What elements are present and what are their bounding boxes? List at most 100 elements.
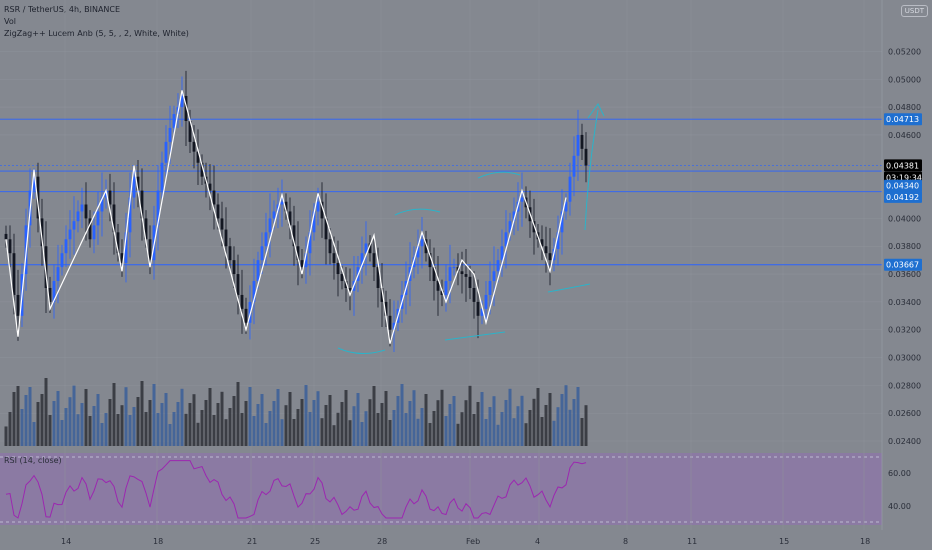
candle-body xyxy=(384,301,388,316)
volume-bar xyxy=(484,419,488,446)
zigzag-legend: ZigZag++ Lucem Anb (5, 5, , 2, White, Wh… xyxy=(4,29,189,38)
volume-bar xyxy=(136,397,140,446)
price-label: 0.04713 xyxy=(886,115,919,124)
volume-bar xyxy=(248,387,252,446)
candle-body xyxy=(164,141,168,163)
volume-bar xyxy=(268,411,272,446)
volume-bar xyxy=(584,405,588,446)
volume-bar xyxy=(160,403,164,446)
candle-body xyxy=(484,294,488,309)
volume-bar xyxy=(404,413,408,446)
candle-body xyxy=(16,294,20,316)
volume-bar xyxy=(68,397,72,446)
candle-body xyxy=(96,211,100,226)
volume-bar xyxy=(316,391,320,446)
time-tick: 8 xyxy=(623,537,628,546)
candle-body xyxy=(448,267,452,282)
volume-bar xyxy=(392,410,396,446)
candle-body xyxy=(520,197,524,202)
volume-bar xyxy=(444,416,448,446)
volume-bar xyxy=(308,412,312,446)
candle-body xyxy=(548,253,552,261)
volume-bar xyxy=(44,378,48,446)
candle-body xyxy=(488,281,492,295)
candle-body xyxy=(476,301,480,316)
volume-bar xyxy=(544,405,548,446)
volume-bar xyxy=(180,388,184,446)
volume-bar xyxy=(568,409,572,446)
volume-bar xyxy=(184,413,188,446)
volume-bar xyxy=(36,402,40,446)
volume-bar xyxy=(204,400,208,446)
candle-body xyxy=(568,176,572,202)
candle-body xyxy=(500,246,504,261)
candle-body xyxy=(292,225,296,247)
candle-body xyxy=(212,190,216,205)
candle-body xyxy=(380,287,384,302)
candle-body xyxy=(12,253,16,295)
candle-body xyxy=(324,218,328,240)
rsi-label: RSI (14, close) xyxy=(4,456,62,465)
projection-arc xyxy=(584,109,599,231)
candle-body xyxy=(584,148,588,166)
candle-body xyxy=(120,253,124,263)
time-tick: 14 xyxy=(61,537,71,546)
volume-bar xyxy=(88,416,92,446)
candle-body xyxy=(452,267,456,269)
volume-bar xyxy=(140,381,144,446)
volume-legend: Vol xyxy=(4,17,16,26)
price-tick: 0.04800 xyxy=(888,103,921,112)
volume-bar xyxy=(460,412,464,446)
volume-bar xyxy=(216,403,220,446)
volume-bar xyxy=(56,391,60,446)
volume-bar xyxy=(8,412,12,446)
volume-bar xyxy=(420,408,424,446)
candle-body xyxy=(196,151,200,163)
candle-body xyxy=(288,211,292,226)
rsi-axis: 60.00 40.00 RSI (14, close) xyxy=(4,456,911,511)
price-labels: 0.04713 0.04381 03:19:340.04340 0.04192 0.03… xyxy=(884,113,922,271)
candle-body xyxy=(440,290,444,295)
volume-bar xyxy=(440,389,444,446)
volume-bar xyxy=(288,392,292,446)
candle-body xyxy=(300,260,304,268)
volume-bar xyxy=(528,410,532,446)
candle-body xyxy=(376,267,380,288)
volume-bar xyxy=(352,406,356,446)
candle-body xyxy=(544,246,548,254)
candle-body xyxy=(244,308,248,323)
volume-bar xyxy=(428,423,432,446)
price-label: 03:19:34 xyxy=(886,174,922,183)
volume-bar xyxy=(348,420,352,446)
volume-bar xyxy=(508,388,512,446)
price-tick: 0.03000 xyxy=(888,354,921,363)
volume-bar xyxy=(264,423,268,446)
horizontal-levels xyxy=(0,118,882,266)
candle-body xyxy=(280,201,284,205)
candle-body xyxy=(312,211,316,233)
currency-badge[interactable]: USDT xyxy=(900,5,928,17)
volume-bar xyxy=(112,383,116,446)
candle-body xyxy=(184,95,188,122)
price-label-bg xyxy=(884,258,922,271)
candle-body xyxy=(252,281,256,302)
volume-bar xyxy=(76,414,80,446)
volume-bar xyxy=(196,422,200,446)
volume-bar xyxy=(64,408,68,446)
volume-bar xyxy=(252,416,256,446)
candle-body xyxy=(420,239,424,247)
candle-body xyxy=(108,190,112,205)
volume-bar xyxy=(572,399,576,446)
candle-body xyxy=(160,162,164,191)
volume-bar xyxy=(48,415,52,446)
price-tick: 0.03600 xyxy=(888,270,921,279)
volume-bar xyxy=(232,396,236,446)
volume-bar xyxy=(520,395,524,446)
volume-bar xyxy=(536,388,540,446)
volume-bar xyxy=(200,410,204,446)
volume-bar xyxy=(240,413,244,446)
volume-bar xyxy=(304,385,308,446)
volume-bar xyxy=(168,424,172,446)
volume-bar xyxy=(504,400,508,446)
